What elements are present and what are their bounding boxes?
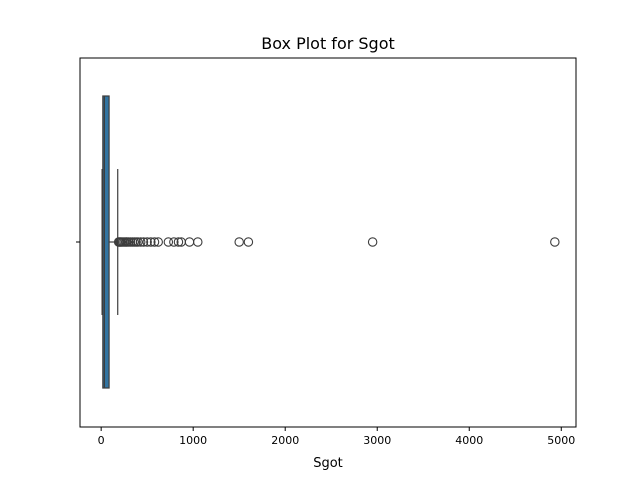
outlier-point [142, 237, 152, 247]
outlier-point [153, 237, 163, 247]
outlier-point [184, 237, 195, 247]
x-axis-label: Sgot [313, 456, 343, 471]
x-tick-label: 2000 [271, 434, 299, 447]
outlier-point [146, 237, 156, 247]
x-tick-label: 1000 [179, 434, 207, 447]
outlier-point [149, 237, 160, 247]
outlier-point [193, 237, 203, 247]
box-iqr [102, 95, 110, 389]
outlier-point [550, 237, 560, 247]
outlier-point [133, 237, 143, 247]
outlier-point [169, 237, 179, 247]
x-tick-label: 4000 [455, 434, 483, 447]
plot-area [101, 95, 560, 389]
x-tick-label: 5000 [547, 434, 575, 447]
chart-title: Box Plot for Sgot [261, 34, 395, 53]
x-tick-label: 3000 [363, 434, 391, 447]
outlier-point [138, 237, 149, 247]
x-axis: 0 1000 2000 3000 4000 5000 [98, 427, 575, 447]
outlier-point [367, 237, 378, 247]
outlier-point [243, 237, 254, 247]
outlier-point [234, 237, 244, 247]
outlier-point [135, 237, 146, 247]
x-tick-label: 0 [98, 434, 105, 447]
outlier-point [173, 237, 184, 247]
outlier-point [163, 237, 174, 247]
